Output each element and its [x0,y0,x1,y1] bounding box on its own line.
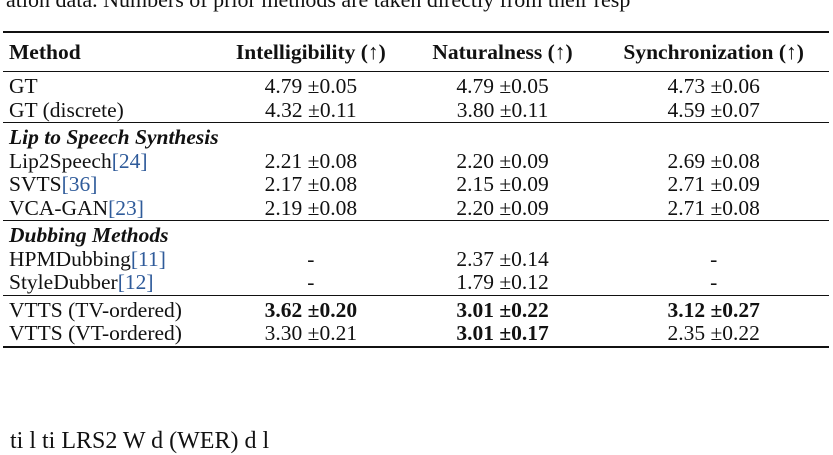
synchronization-cell: 3.12 ±0.27 [667,297,760,322]
naturalness-cell: 2.20 ±0.09 [456,148,549,173]
naturalness-cell: 2.37 ±0.14 [456,246,549,271]
table-row: SVTS[36] 2.17 ±0.08 2.15 ±0.09 2.71 ±0.0… [3,172,829,197]
table-row: GT (discrete) 4.32 ±0.11 3.80 ±0.11 4.59… [3,97,829,123]
table-row: VTTS (VT-ordered) 3.30 ±0.21 3.01 ±0.17 … [3,321,829,347]
synchronization-cell: - [710,270,718,294]
method-cell: VTTS (VT-ordered) [9,321,182,345]
caption-fragment-top: ation data. Numbers of prior methods are… [6,0,630,13]
intelligibility-cell: 3.62 ±0.20 [264,297,358,322]
method-cell: VTTS (TV-ordered) [9,297,182,322]
naturalness-cell: 1.79 ±0.12 [456,270,549,294]
synchronization-cell: 2.35 ±0.22 [667,321,760,345]
table-row: VCA-GAN[23] 2.19 ±0.08 2.20 ±0.09 2.71 ±… [3,195,829,221]
intelligibility-cell: 3.30 ±0.21 [264,321,358,345]
citation-link[interactable]: [24] [111,148,148,173]
naturalness-cell: 3.01 ±0.22 [456,297,549,322]
header-method: Method [9,40,81,64]
section-row-dubbing: Dubbing Methods [3,220,829,248]
section-title-lip: Lip to Speech Synthesis [9,125,219,149]
intelligibility-cell: - [307,270,315,294]
naturalness-cell: 2.15 ±0.09 [456,172,549,196]
method-cell: GT (discrete) [9,97,124,122]
intelligibility-cell: 4.32 ±0.11 [265,97,357,122]
naturalness-cell: 3.01 ±0.17 [456,321,549,345]
naturalness-cell: 3.80 ±0.11 [456,97,549,122]
intelligibility-cell: 2.21 ±0.08 [264,148,358,173]
intelligibility-cell: 2.17 ±0.08 [264,172,358,196]
intelligibility-cell: - [307,246,315,271]
synchronization-cell: 2.71 ±0.09 [667,172,760,196]
method-cell: Lip2Speech[24] [9,148,148,173]
synchronization-cell: 4.73 ±0.06 [667,74,760,98]
citation-link[interactable]: [12] [117,270,154,294]
naturalness-cell: 4.79 ±0.05 [456,74,549,98]
method-cell: HPMDubbing[11] [9,246,166,271]
table-row: HPMDubbing[11] - 2.37 ±0.14 - [3,246,829,272]
naturalness-cell: 2.20 ±0.09 [456,195,549,220]
header-synchronization: Synchronization (↑) [623,40,804,64]
table-row: Lip2Speech[24] 2.21 ±0.08 2.20 ±0.09 2.6… [3,148,829,174]
table-row: VTTS (TV-ordered) 3.62 ±0.20 3.01 ±0.22 … [3,295,829,322]
header-naturalness: Naturalness (↑) [432,40,573,64]
synchronization-cell: - [710,246,718,271]
method-cell: SVTS[36] [9,172,98,196]
header-row: Method Intelligibility (↑) Naturalness (… [3,32,829,72]
method-cell: VCA-GAN[23] [9,195,144,220]
synchronization-cell: 2.69 ±0.08 [667,148,760,173]
table-row: StyleDubber[12] - 1.79 ±0.12 - [3,270,829,295]
method-cell: StyleDubber[12] [9,270,154,294]
intelligibility-cell: 2.19 ±0.08 [264,195,358,220]
results-table: Method Intelligibility (↑) Naturalness (… [3,31,829,348]
section-row-lip: Lip to Speech Synthesis [3,122,829,150]
citation-link[interactable]: [11] [130,246,166,271]
synchronization-cell: 4.59 ±0.07 [667,97,760,122]
section-title-dubbing: Dubbing Methods [9,223,169,247]
intelligibility-cell: 4.79 ±0.05 [264,74,358,98]
table-row: GT 4.79 ±0.05 4.79 ±0.05 4.73 ±0.06 [3,71,829,99]
citation-link[interactable]: [23] [108,195,144,220]
method-cell: GT [9,74,38,98]
synchronization-cell: 2.71 ±0.08 [667,195,760,220]
citation-link[interactable]: [36] [61,172,98,196]
header-intelligibility: Intelligibility (↑) [235,40,386,64]
